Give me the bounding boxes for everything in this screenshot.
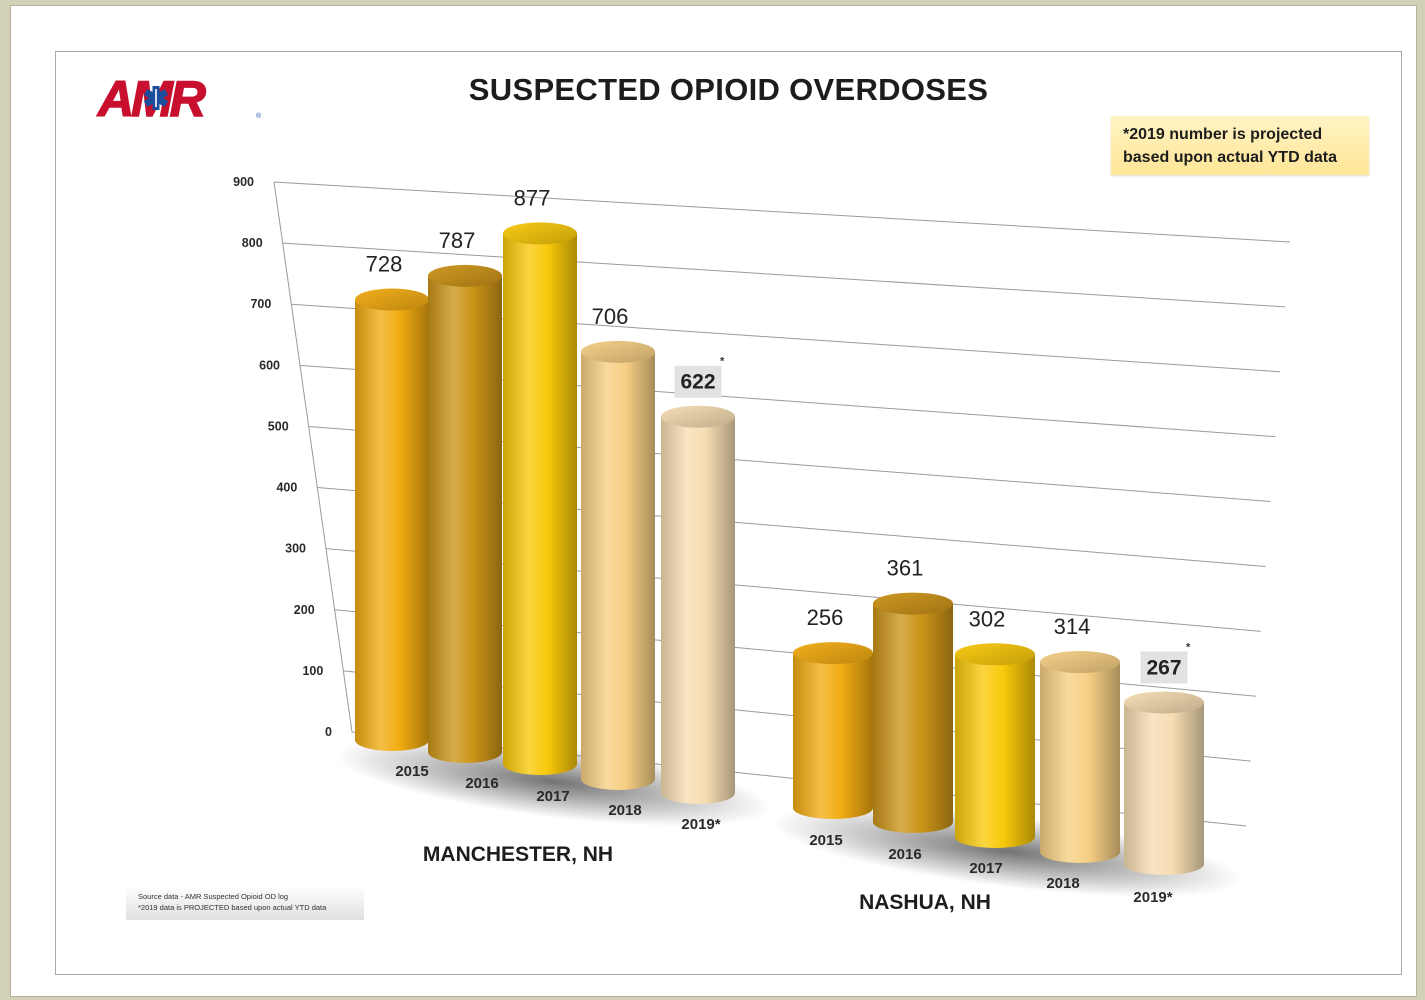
bar <box>955 643 1035 848</box>
bar <box>661 405 735 804</box>
x-tick-label: 2019* <box>681 816 720 833</box>
amr-logo: AMR ® <box>96 74 262 124</box>
bar <box>873 592 953 833</box>
y-tick-label: 100 <box>302 664 323 678</box>
value-label: 314 <box>1054 614 1091 639</box>
star-of-life-icon <box>143 86 169 110</box>
source-note-line2: *2019 data is PROJECTED based upon actua… <box>138 903 327 912</box>
y-tick-label: 600 <box>259 358 280 372</box>
projection-note-line1: *2019 number is projected <box>1123 126 1323 143</box>
bar <box>503 222 577 776</box>
y-tick-label: 400 <box>276 481 297 495</box>
group-label: MANCHESTER, NH <box>423 843 613 866</box>
gridline <box>282 242 1286 308</box>
back-wall-edge <box>273 181 353 733</box>
bar <box>355 288 429 751</box>
source-note: Source data - AMR Suspected Opioid OD lo… <box>126 886 364 920</box>
source-note-line1: Source data - AMR Suspected Opioid OD lo… <box>138 892 289 901</box>
projection-asterisk: * <box>720 356 725 368</box>
value-label: 728 <box>366 252 403 277</box>
value-label: 267 <box>1146 656 1181 679</box>
gridline <box>273 181 1291 243</box>
x-tick-label: 2016 <box>888 846 921 863</box>
projection-note-line2: based upon actual YTD data <box>1123 149 1337 166</box>
y-axis-ticks: 0 100 200 300 400 500 600 700 800 900 <box>233 175 332 739</box>
x-tick-label: 2016 <box>465 775 498 792</box>
value-label: 706 <box>592 304 629 329</box>
chart-title: SUSPECTED OPIOID OVERDOSES <box>468 72 989 107</box>
value-label-box <box>1140 651 1188 684</box>
x-tick-label: 2015 <box>809 832 842 849</box>
bar <box>1124 691 1204 875</box>
x-tick-label: 2015 <box>395 763 428 780</box>
x-tick-label: 2017 <box>536 788 569 805</box>
value-label: 787 <box>439 228 476 253</box>
y-tick-label: 500 <box>268 419 289 433</box>
value-label: 877 <box>514 185 551 210</box>
projection-asterisk: * <box>1186 641 1191 653</box>
value-label: 361 <box>887 556 924 581</box>
svg-text:®: ® <box>256 112 262 120</box>
labels: 728 2015 787 2016 877 2017 706 2018 622 * 2019* MAN… <box>366 185 1191 914</box>
y-tick-label: 700 <box>250 297 271 311</box>
x-tick-label: 2019* <box>1133 889 1172 906</box>
bar <box>428 264 502 763</box>
value-label: 302 <box>969 606 1006 631</box>
y-tick-label: 200 <box>294 603 315 617</box>
y-tick-label: 800 <box>242 236 263 250</box>
y-tick-label: 900 <box>233 175 254 189</box>
y-tick-label: 0 <box>325 725 332 739</box>
value-label-box <box>674 365 722 398</box>
value-label: 256 <box>807 605 844 630</box>
y-tick-label: 300 <box>285 542 306 556</box>
bar <box>793 642 873 819</box>
x-tick-label: 2018 <box>1046 875 1079 892</box>
bar <box>1040 651 1120 863</box>
bars <box>335 222 1243 898</box>
x-tick-label: 2017 <box>969 860 1002 877</box>
bar <box>581 340 655 790</box>
value-label: 622 <box>680 371 715 394</box>
group-label: NASHUA, NH <box>859 891 991 914</box>
projection-note: *2019 number is projected based upon act… <box>1111 116 1369 175</box>
x-tick-label: 2018 <box>608 802 641 819</box>
